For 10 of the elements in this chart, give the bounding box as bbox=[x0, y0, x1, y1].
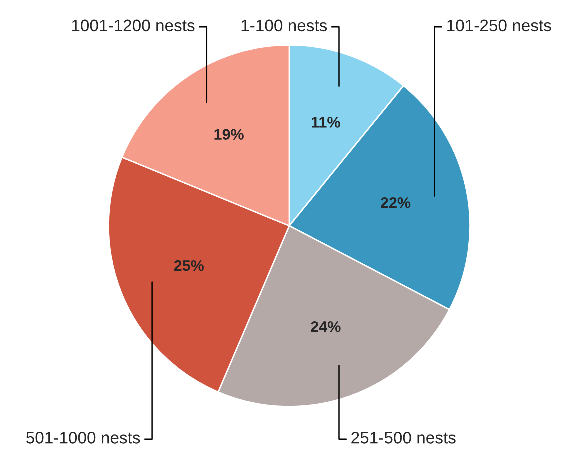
slice-label: 501-1000 nests bbox=[26, 432, 140, 444]
data-label: 22% bbox=[381, 198, 411, 208]
data-label: 19% bbox=[214, 129, 244, 140]
data-label: 11% bbox=[312, 117, 340, 128]
data-label: 24% bbox=[311, 321, 341, 332]
slice-label: 1-100 nests bbox=[242, 20, 328, 32]
slice-label: 251-500 nests bbox=[352, 432, 456, 444]
slice-label: 1001-1200 nests bbox=[72, 20, 195, 32]
data-label: 25% bbox=[174, 260, 204, 272]
slice-label: 101-250 nests bbox=[448, 20, 552, 32]
